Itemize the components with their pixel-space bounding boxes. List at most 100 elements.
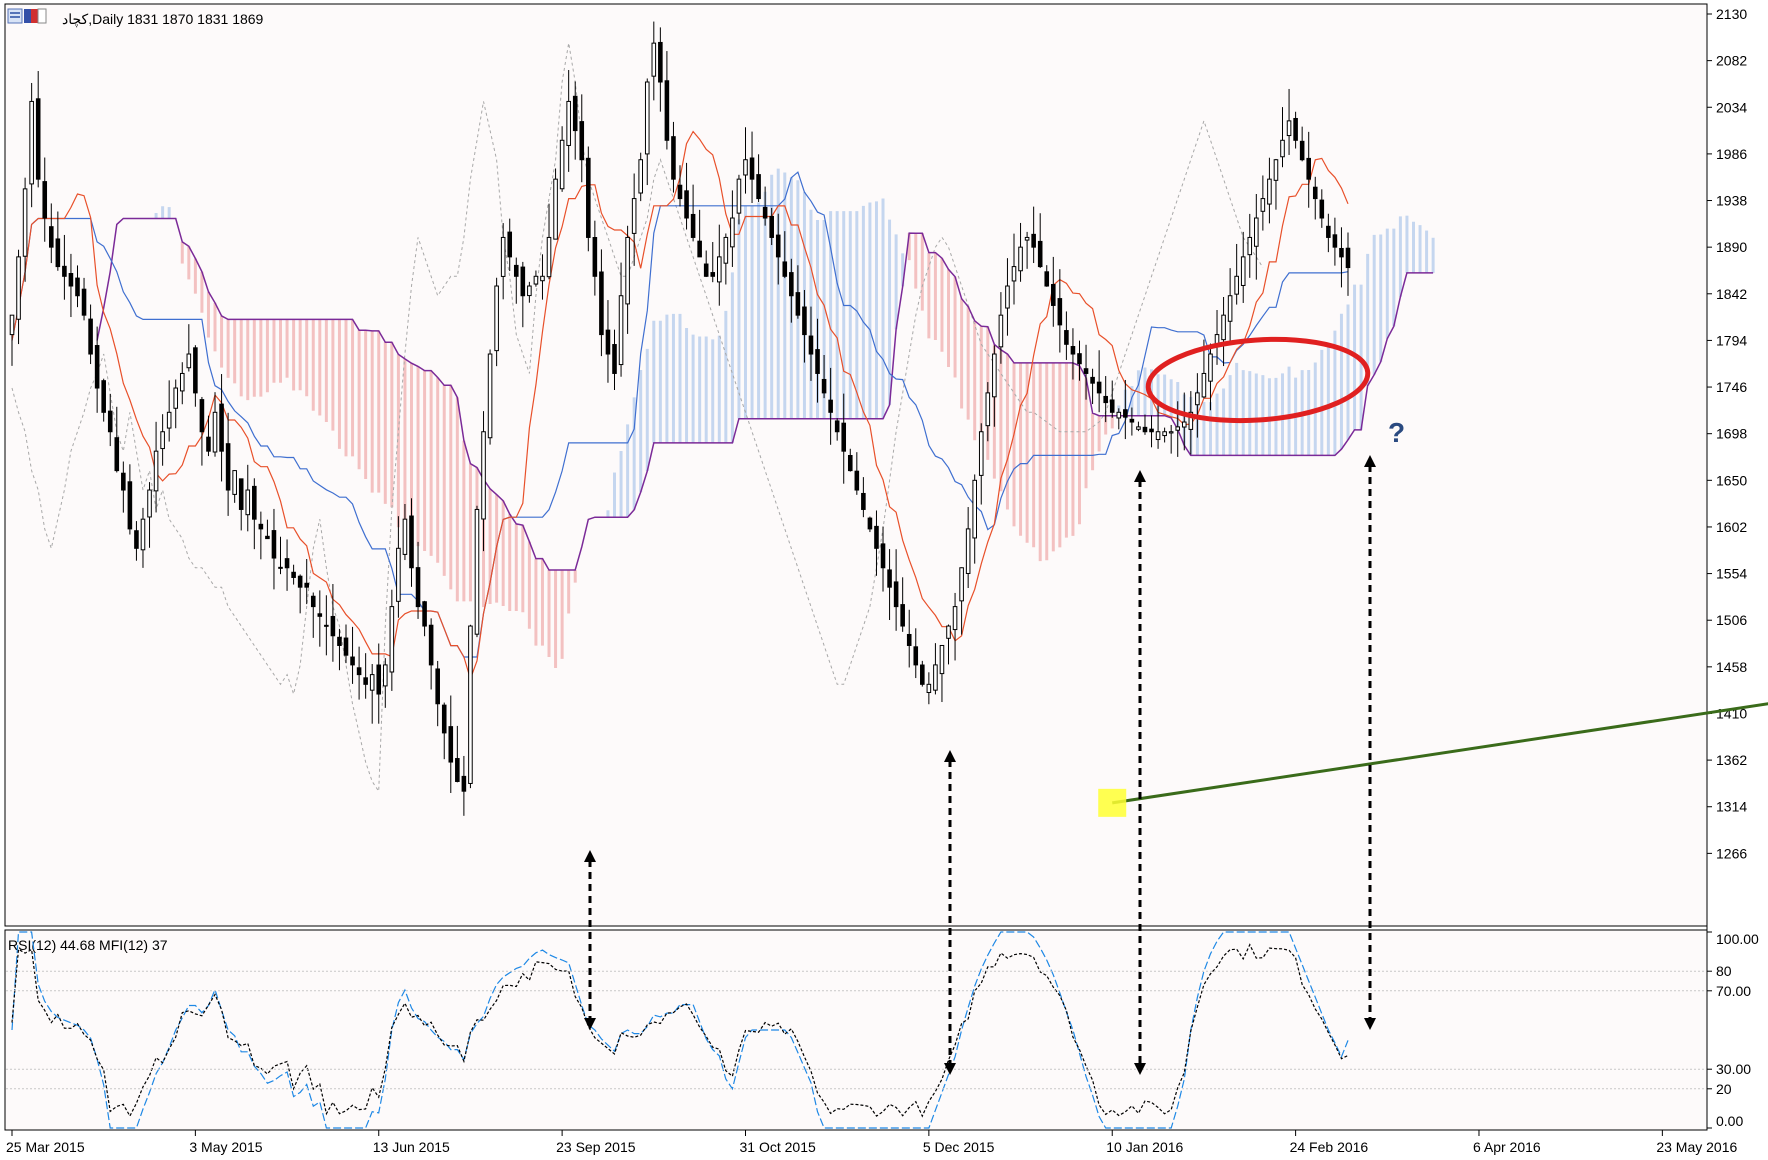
candle-body xyxy=(441,704,447,734)
candle-body xyxy=(35,98,41,180)
chart-window-icon xyxy=(7,8,23,24)
candle-body xyxy=(1195,392,1200,406)
candle-body xyxy=(160,431,165,450)
candle-body xyxy=(1299,140,1305,161)
candle-body xyxy=(1018,246,1023,272)
candle-body xyxy=(703,263,709,277)
candle-body xyxy=(566,100,571,146)
candle-body xyxy=(402,518,408,555)
candle-body xyxy=(107,410,113,433)
candle-body xyxy=(854,470,860,491)
arrow-head-down xyxy=(1364,1018,1376,1030)
candle-body xyxy=(972,479,977,539)
candle-body xyxy=(952,606,958,631)
candle-body xyxy=(147,489,152,518)
candle-body xyxy=(906,633,912,646)
candle-body xyxy=(795,292,801,316)
arrow-head-up xyxy=(944,750,956,762)
candle-body xyxy=(1103,395,1108,404)
indicator-pane[interactable] xyxy=(4,929,1708,1131)
time-tick-label: 13 Jun 2015 xyxy=(373,1139,450,1155)
candle-body xyxy=(317,613,323,617)
candle-body xyxy=(684,190,689,219)
price-pane[interactable] xyxy=(4,3,1708,927)
time-tick-label: 23 Sep 2015 xyxy=(556,1139,636,1155)
candle-body xyxy=(1155,431,1161,441)
candle-body xyxy=(16,256,21,320)
question-mark: ? xyxy=(1388,417,1405,448)
candle-body xyxy=(481,431,486,520)
candle-body xyxy=(1267,178,1272,205)
indicator-tick-label: 100.00 xyxy=(1716,931,1759,947)
candle-body xyxy=(913,646,919,666)
arrow-head-up xyxy=(584,850,596,862)
price-tick-label: 1650 xyxy=(1716,472,1747,488)
candle-body xyxy=(199,399,205,433)
candle-body xyxy=(605,329,611,355)
candle-body xyxy=(1332,234,1338,248)
candle-body xyxy=(114,437,120,472)
rsi-line xyxy=(11,931,1349,1129)
candle-body xyxy=(474,508,480,635)
candle-body xyxy=(815,349,820,374)
candle-body xyxy=(487,353,493,439)
time-tick-label: 3 May 2015 xyxy=(189,1139,262,1155)
candle-body xyxy=(599,271,604,336)
candle-body xyxy=(22,188,28,257)
candle-body xyxy=(861,492,866,510)
price-tick-label: 1314 xyxy=(1716,799,1747,815)
candle-body xyxy=(389,606,395,673)
candle-body xyxy=(828,399,833,413)
candle-body xyxy=(1254,217,1259,247)
candle-body xyxy=(1247,236,1253,256)
indicator-tick-label: 20 xyxy=(1716,1081,1732,1097)
candle-body xyxy=(1096,381,1102,394)
candle-body xyxy=(1208,353,1213,382)
candle-body xyxy=(245,489,251,516)
candle-body xyxy=(225,443,231,491)
candle-body xyxy=(383,664,388,687)
candle-body xyxy=(1168,431,1174,434)
candle-body xyxy=(1306,157,1311,180)
symbol-flag-icon xyxy=(24,8,47,24)
candle-body xyxy=(337,636,342,646)
price-tick-label: 1842 xyxy=(1716,286,1747,302)
candle-body xyxy=(81,288,87,316)
price-tick-label: 1890 xyxy=(1716,239,1747,255)
candle-body xyxy=(834,420,840,433)
candle-body xyxy=(769,215,774,238)
candle-body xyxy=(710,272,716,277)
candle-body xyxy=(1345,247,1351,269)
candle-body xyxy=(1339,247,1344,258)
indicator-tick-label: 70.00 xyxy=(1716,983,1751,999)
candle-body xyxy=(9,314,15,336)
candle-body xyxy=(179,372,185,392)
candle-body xyxy=(1142,426,1148,433)
candle-body xyxy=(1149,428,1154,433)
annotations: ? xyxy=(584,336,1768,1075)
candle-body xyxy=(586,157,591,238)
candle-body xyxy=(664,80,670,141)
candle-body xyxy=(140,518,146,551)
price-tick-label: 1938 xyxy=(1716,193,1747,209)
candle-body xyxy=(1312,186,1318,200)
candle-body xyxy=(265,535,270,540)
candle-body xyxy=(186,353,192,369)
candle-body xyxy=(49,226,54,248)
price-tick-label: 2034 xyxy=(1716,99,1747,115)
price-tick-label: 2082 xyxy=(1716,53,1747,69)
candle-body xyxy=(808,335,814,355)
candle-body xyxy=(625,236,630,305)
price-tick-label: 1986 xyxy=(1716,146,1747,162)
rsi-mfi-lines xyxy=(11,931,1349,1129)
candle-body xyxy=(435,668,440,705)
red-ellipse xyxy=(1145,336,1371,424)
candle-body xyxy=(540,275,545,282)
candle-body xyxy=(559,139,565,190)
candle-body xyxy=(1024,236,1030,241)
candle-body xyxy=(1011,266,1017,282)
candle-body xyxy=(153,450,159,492)
candle-body xyxy=(101,380,106,413)
